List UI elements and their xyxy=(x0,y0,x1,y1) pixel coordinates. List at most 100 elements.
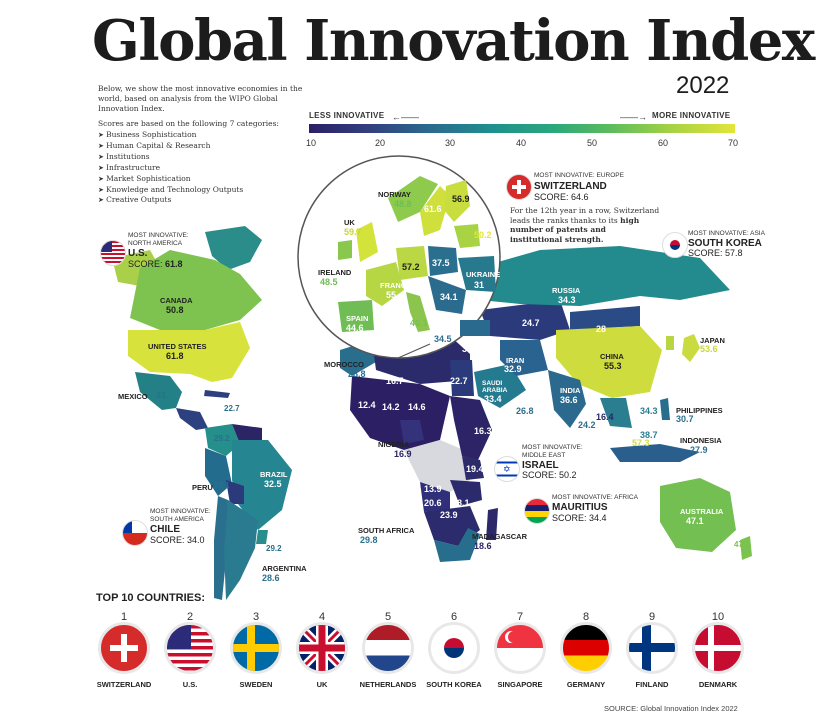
score-zimbabwe: 18.1 xyxy=(452,498,470,508)
label-brazil: BRAZIL xyxy=(260,470,288,479)
score-mozambique: 19.4 xyxy=(466,464,484,474)
category-item: Knowledge and Technology Outputs xyxy=(98,185,243,196)
score-spain: 44.6 xyxy=(346,323,364,333)
callout-europe-heading: MOST INNOVATIVE: EUROPE xyxy=(534,172,624,179)
score-botswana: 23.9 xyxy=(440,510,458,520)
us-flag-icon xyxy=(100,240,126,266)
callout-me-heading-1: MOST INNOVATIVE: xyxy=(522,444,583,451)
rank-number: 3 xyxy=(252,611,260,623)
finland-flag-icon xyxy=(626,622,678,674)
france-shape xyxy=(366,262,404,306)
rank-number: 10 xyxy=(711,611,725,623)
score-iran: 32.9 xyxy=(504,364,522,374)
score-mongolia: 28 xyxy=(596,324,607,334)
callout-sa-heading-2: SOUTH AMERICA xyxy=(150,516,204,523)
rank-number: 5 xyxy=(384,611,392,623)
venezuela-shape xyxy=(232,424,262,444)
label-south-africa: SOUTH AFRICA xyxy=(358,526,415,535)
south-africa-shape xyxy=(434,528,480,562)
tanzania-shape xyxy=(450,480,482,506)
score-japan: 53.6 xyxy=(700,344,718,354)
bolivia-shape xyxy=(226,480,244,504)
nigeria-shape xyxy=(400,420,424,444)
legend-tick: 10 xyxy=(306,138,317,148)
mongolia-shape xyxy=(570,306,640,330)
callout-me-country: ISRAEL xyxy=(522,460,559,471)
score-new-zealand: 47.2 xyxy=(734,540,750,549)
category-item: Human Capital & Research xyxy=(98,141,243,152)
central-asia-shape xyxy=(480,300,570,340)
rank-number: 7 xyxy=(516,611,524,623)
source-note: SOURCE: Global Innovation Index 2022 xyxy=(604,704,738,713)
philippines-shape xyxy=(660,398,670,420)
score-ukraine: 31 xyxy=(474,280,485,290)
score-uruguay: 29.2 xyxy=(266,544,282,553)
colombia-shape xyxy=(205,424,240,456)
score-russia: 34.3 xyxy=(558,295,576,305)
denmark-flag-icon xyxy=(692,622,744,674)
score-cuba: 22.7 xyxy=(224,404,240,413)
legend-tick: 70 xyxy=(728,138,739,148)
score-bangladesh: 24.2 xyxy=(578,420,596,430)
score-angola: 13.9 xyxy=(424,484,442,494)
top10-country-name: GERMANY xyxy=(566,680,606,689)
callout-na-heading-2: NORTH AMERICA xyxy=(128,240,183,247)
kenya-shape xyxy=(462,456,484,480)
score-ethiopia: 16.3 xyxy=(474,426,492,436)
japan-shape xyxy=(682,334,700,362)
east-africa-shape xyxy=(450,396,492,460)
label-mexico: MEXICO xyxy=(118,392,148,401)
label-nigeria: NIGERIA xyxy=(378,440,410,449)
score-oman: 26.8 xyxy=(516,406,534,416)
rank-number: 1 xyxy=(120,611,128,623)
score-italy: 46.1 xyxy=(410,318,428,328)
callout-na-heading-1: MOST INNOVATIVE: xyxy=(128,232,189,239)
legend-tick: 50 xyxy=(587,138,598,148)
score-norway: 48.8 xyxy=(394,199,412,209)
score-greece: 34.5 xyxy=(434,334,452,344)
score-turkey: 38.1 xyxy=(462,344,480,354)
germany-flag-icon xyxy=(560,622,612,674)
score-peru: 29.1 xyxy=(214,481,230,490)
score-vietnam: 34.3 xyxy=(640,406,658,416)
callout-na-score: SCORE: 61.8 xyxy=(128,259,183,269)
legend-tick: 30 xyxy=(445,138,456,148)
category-item: Creative Outputs xyxy=(98,195,243,206)
label-norway: NORWAY xyxy=(378,190,411,199)
legend-tick: 60 xyxy=(658,138,669,148)
sweden-shape xyxy=(420,186,450,236)
callout-europe-score: SCORE: 64.6 xyxy=(534,192,589,202)
label-iran: IRAN xyxy=(506,356,525,365)
score-egypt: 22.7 xyxy=(450,376,468,386)
score-zambia: 20.6 xyxy=(424,498,442,508)
legend-tick: 40 xyxy=(516,138,527,148)
category-item: Market Sophistication xyxy=(98,174,243,185)
callout-na-country: U.S. xyxy=(128,248,148,259)
legend-more-label: MORE INNOVATIVE xyxy=(652,111,731,120)
central-america-shape xyxy=(176,408,208,430)
peru-shape xyxy=(205,448,232,496)
central-africa-shape xyxy=(404,440,470,492)
callout-africa-heading: MOST INNOVATIVE: AFRICA xyxy=(552,494,638,501)
chile-shape xyxy=(214,496,228,600)
mauritius-flag-icon xyxy=(524,498,550,524)
indonesia-shape xyxy=(610,444,700,462)
zoom-pointer xyxy=(397,343,431,359)
score-malaysia: 38.7 xyxy=(640,430,658,440)
score-australia: 47.1 xyxy=(686,516,704,526)
score-india: 36.6 xyxy=(560,395,578,405)
switzerland-flag-icon xyxy=(506,174,532,200)
balkans-shape xyxy=(428,276,466,314)
score-south-africa: 29.8 xyxy=(360,535,378,545)
label-japan: JAPAN xyxy=(700,336,725,345)
label-philippines: PHILIPPINES xyxy=(676,406,723,415)
top10-country-name: SWITZERLAND xyxy=(96,680,152,689)
callout-me-score: SCORE: 50.2 xyxy=(522,470,577,480)
score-philippines: 30.7 xyxy=(676,414,694,424)
arrow-right-icon: ――→ xyxy=(620,112,647,122)
label-china: CHINA xyxy=(600,352,624,361)
legend-color-scale xyxy=(309,124,735,133)
callout-asia-country: SOUTH KOREA xyxy=(688,238,762,249)
south-korea-flag-icon xyxy=(662,232,688,258)
